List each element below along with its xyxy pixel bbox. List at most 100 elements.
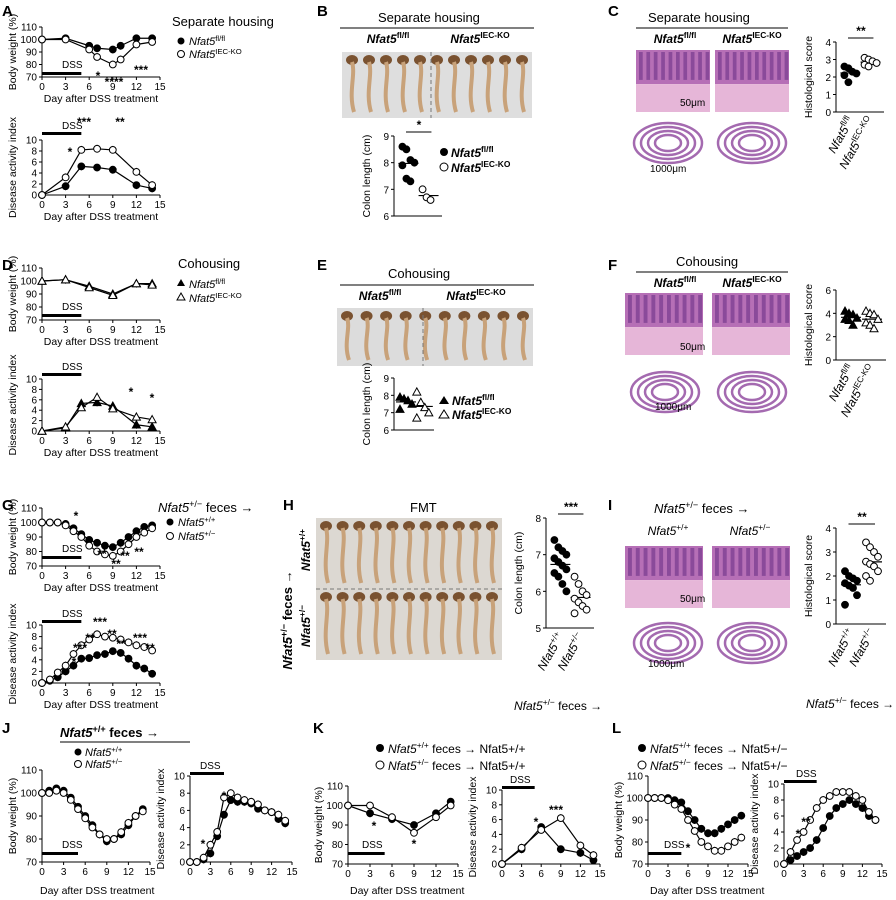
crypt [674, 295, 679, 323]
colon-tissue [501, 317, 508, 361]
crypt [698, 295, 703, 323]
y-tick-label: 100 [20, 35, 37, 46]
data-point [53, 668, 62, 677]
data-point [92, 397, 102, 407]
dss-bar [784, 780, 817, 783]
y-tick-label: 0 [491, 860, 497, 871]
y-tick-label: 2 [31, 416, 37, 427]
y-tick-label: 4 [825, 38, 831, 49]
crypt [682, 548, 687, 576]
swiss-roll-ring [636, 374, 694, 410]
crypt [730, 295, 735, 323]
crypt [777, 52, 781, 80]
y-tick-label: 4 [179, 823, 185, 834]
y-tick-label: 4 [825, 309, 831, 320]
colon-tissue [383, 317, 391, 361]
data-point [704, 829, 712, 838]
cecum [403, 521, 415, 531]
histology-image [625, 546, 703, 608]
histology-image [715, 50, 789, 112]
data-point [717, 846, 726, 855]
data-point [60, 421, 71, 431]
crypt [661, 52, 665, 80]
x-tick-label: 3 [63, 571, 69, 582]
data-point [411, 386, 422, 396]
crypt [628, 548, 632, 576]
crypt [754, 295, 758, 323]
side-label: Nfat5+/− feces → [279, 570, 295, 669]
colon-tissue [462, 317, 469, 361]
data-point [102, 835, 111, 843]
data-point [116, 635, 125, 644]
panel-F-heading: Cohousing [676, 254, 738, 269]
data-point [710, 829, 719, 838]
x-tick-label: 12 [131, 571, 143, 582]
data-point [140, 643, 149, 651]
dss-bar [42, 72, 82, 75]
y-tick-label: 10 [768, 780, 780, 791]
data-point [858, 804, 867, 812]
panel-letter-G: G [2, 497, 14, 514]
y-tick-label: 8 [31, 385, 37, 396]
cecum [419, 311, 432, 321]
submucosa [712, 327, 790, 355]
data-point [37, 425, 47, 435]
data-point [852, 312, 862, 322]
data-point [737, 833, 746, 842]
y-axis-label: Disease activity index [7, 354, 19, 456]
colon-photo [337, 308, 533, 366]
data-point [411, 412, 422, 422]
scale-bar-label: 50μm [680, 342, 705, 353]
data-point [124, 819, 133, 827]
panel-H-footer: Nfat5+/− feces → [514, 697, 602, 713]
colon-tissue [390, 598, 397, 655]
x-tick-label: 15 [154, 200, 166, 211]
x-tick-label: 12 [857, 869, 869, 880]
crypt [777, 548, 782, 576]
crypt [761, 295, 766, 323]
data-point [61, 521, 70, 530]
data-point [589, 851, 598, 860]
scale-bar-label: 50μm [680, 594, 705, 605]
crypt [676, 52, 680, 80]
x-tick-label: 9 [705, 869, 711, 880]
x-axis-label: Day after DSS treatment [650, 885, 764, 897]
cecum [369, 521, 382, 531]
crypt [651, 295, 656, 323]
data-point [69, 527, 78, 536]
data-point [832, 804, 841, 812]
y-tick-label: 9 [383, 132, 389, 143]
swiss-roll-ring [730, 378, 774, 406]
colon-tissue [489, 527, 496, 584]
colon-tissue [356, 598, 364, 655]
swiss-roll-ring [716, 621, 788, 665]
y-tick-label: 100 [20, 789, 37, 800]
data-point [864, 62, 873, 71]
data-point [60, 274, 71, 284]
crypt [705, 52, 710, 80]
y-tick-label: 110 [21, 766, 37, 777]
x-tick-label: 3 [63, 436, 69, 447]
swiss-roll-ring [632, 121, 704, 165]
dss-label: DSS [62, 544, 83, 555]
data-point [148, 646, 157, 655]
colon-tissue [520, 317, 527, 361]
crypt [635, 295, 640, 323]
colon-tissue [356, 527, 364, 584]
significance-mark: * [686, 841, 691, 855]
data-point [838, 800, 847, 808]
swiss-roll-ring [730, 629, 774, 657]
data-point [848, 319, 858, 329]
group-label: Nfat5fl/fl [367, 30, 410, 46]
x-tick-label: 15 [286, 867, 298, 878]
data-point [93, 44, 101, 53]
legend-label: Nfat5+/− feces → Nfat5+/− [650, 757, 788, 773]
legend-label: Nfat5+/− [178, 529, 216, 544]
data-point [206, 849, 215, 858]
y-tick-label: 8 [179, 789, 185, 800]
significance-mark: ** [107, 627, 117, 641]
cecum [320, 521, 332, 531]
data-point [858, 796, 867, 804]
legend-label: Nfat5IEC-KO [452, 406, 512, 422]
crypt [755, 52, 759, 80]
